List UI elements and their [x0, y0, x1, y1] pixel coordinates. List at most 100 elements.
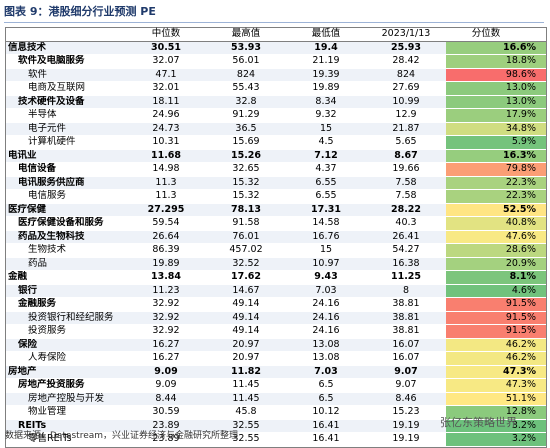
- table-row: 信息技术 30.51 53.93 19.4 25.93 16.6%: [6, 41, 546, 55]
- cell: 78.13: [230, 203, 262, 215]
- table-row: 房地产控股与开发 8.44 11.45 6.5 8.46 51.1%: [6, 392, 546, 406]
- cell: 16.41: [312, 433, 340, 444]
- cell: 7.03: [314, 365, 338, 377]
- cell: 11.25: [390, 271, 422, 282]
- table-row: 软件 47.1 824 19.39 824 98.6%: [6, 68, 546, 82]
- percentile-cell: 3.2%: [446, 433, 546, 446]
- cell: 6.5: [318, 392, 334, 404]
- percentile-cell: 12.8%: [446, 406, 546, 419]
- cell: 17.31: [310, 203, 342, 215]
- cell: 16.07: [392, 352, 420, 363]
- cell: 13.08: [312, 352, 340, 363]
- table-row: 计算机硬件 10.31 15.69 4.5 5.65 5.9%: [6, 136, 546, 150]
- cell: 16.27: [152, 352, 180, 363]
- percentile-cell: 3.2%: [446, 419, 546, 432]
- table-row: 金融 13.84 17.62 9.43 11.25 8.1%: [6, 271, 546, 285]
- cell: 32.92: [152, 298, 180, 309]
- cell: 14.98: [152, 163, 180, 174]
- row-label: 房地产投资服务: [18, 379, 85, 390]
- cell: 56.01: [232, 55, 260, 66]
- cell: 11.68: [150, 149, 182, 161]
- percentile-cell: 20.9%: [446, 257, 546, 270]
- table-row: 生物技术 86.39 457.02 15 54.27 28.6%: [6, 244, 546, 258]
- cell: 25.93: [390, 41, 422, 53]
- cell: 19.39: [312, 68, 340, 80]
- table-row: 电讯业 11.68 15.26 7.12 8.67 16.3%: [6, 149, 546, 163]
- cell: 32.92: [152, 311, 180, 323]
- cell: 11.45: [232, 392, 260, 404]
- cell: 19.89: [152, 257, 180, 269]
- percentile-cell: 22.3%: [446, 176, 546, 189]
- header-cell: 最低值: [311, 28, 341, 39]
- cell: 6.55: [315, 190, 337, 201]
- cell: 32.65: [232, 163, 260, 174]
- cell: 8.34: [315, 95, 337, 107]
- row-label: 房地产: [8, 365, 37, 377]
- cell: 9.32: [315, 109, 337, 120]
- row-label: 软件: [28, 68, 48, 80]
- cell: 15.69: [232, 136, 260, 147]
- percentile-cell: 28.6%: [446, 244, 546, 257]
- cell: 824: [236, 68, 256, 80]
- cell: 16.27: [152, 338, 180, 350]
- row-label: 信息技术: [8, 41, 47, 53]
- cell: 8.44: [155, 392, 177, 404]
- cell: 32.55: [232, 419, 260, 431]
- percentile-cell: 4.6%: [446, 284, 546, 297]
- cell: 457.02: [229, 244, 263, 255]
- row-label: 金融服务: [18, 298, 57, 309]
- cell: 27.69: [392, 82, 420, 93]
- row-label: 保险: [18, 338, 38, 350]
- header-row: 中位数 最高值 最低值 2023/1/13 分位数: [6, 28, 546, 42]
- row-label: 投资服务: [28, 325, 67, 336]
- cell: 7.03: [315, 284, 337, 296]
- cell: 86.39: [152, 244, 180, 255]
- table-row: 电讯服务供应商 11.3 15.32 6.55 7.58 22.3%: [6, 176, 546, 190]
- cell: 21.19: [312, 55, 340, 66]
- cell: 11.45: [232, 379, 260, 390]
- cell: 19.19: [392, 433, 420, 444]
- cell: 23.89: [152, 433, 180, 444]
- table-row: 软件及电脑服务 32.07 56.01 21.19 28.42 18.8%: [6, 55, 546, 69]
- table-row: 电信设备 14.98 32.65 4.37 19.66 79.8%: [6, 163, 546, 177]
- cell: 9.09: [154, 365, 178, 377]
- row-label: 房地产控股与开发: [28, 392, 105, 404]
- watermark: 张亿东策略世界: [440, 416, 517, 429]
- cell: 32.92: [152, 325, 180, 336]
- percentile-cell: 79.8%: [446, 163, 546, 176]
- percentile-cell: 47.3%: [446, 365, 546, 378]
- cell: 55.43: [232, 82, 260, 93]
- table-row: 药品 19.89 32.52 10.97 16.38 20.9%: [6, 257, 546, 271]
- cell: 24.96: [152, 109, 180, 120]
- table-row: 人寿保险 16.27 20.97 13.08 16.07 46.2%: [6, 352, 546, 366]
- percentile-cell: 98.6%: [446, 68, 546, 81]
- row-label: 电讯服务供应商: [18, 176, 85, 188]
- cell: 76.01: [232, 230, 260, 242]
- cell: 10.97: [312, 257, 340, 269]
- header-cell: 最高值: [231, 28, 261, 39]
- table-row: 医疗保健 27.295 78.13 17.31 28.22 52.5%: [6, 203, 546, 217]
- cell: 19.66: [392, 163, 420, 174]
- cell: 7.58: [395, 190, 417, 201]
- percentile-cell: 91.5%: [446, 325, 546, 338]
- percentile-cell: 51.1%: [446, 392, 546, 405]
- table-row: 药品及生物科技 26.64 76.01 16.76 26.41 47.6%: [6, 230, 546, 244]
- header-cell: 分位数: [471, 28, 501, 39]
- table-row: 医疗保健设备和服务 59.54 91.58 14.58 40.3 40.8%: [6, 217, 546, 231]
- row-label: 银行: [18, 284, 38, 296]
- row-label: 药品及生物科技: [18, 230, 85, 242]
- table-row: 电子元件 24.73 36.5 15 21.87 34.8%: [6, 122, 546, 136]
- cell: 6.55: [315, 176, 337, 188]
- cell: 28.22: [390, 203, 422, 215]
- cell: 32.52: [232, 257, 260, 269]
- cell: 10.12: [312, 406, 340, 417]
- cell: 6.5: [318, 379, 334, 390]
- cell: 49.14: [232, 311, 260, 323]
- percentile-cell: 5.9%: [446, 136, 546, 149]
- cell: 15.23: [392, 406, 420, 417]
- cell: 11.23: [152, 284, 180, 296]
- table-row: 投资服务 32.92 49.14 24.16 38.81 91.5%: [6, 325, 546, 339]
- percentile-cell: 46.2%: [446, 352, 546, 365]
- row-label: 医疗保健: [8, 203, 47, 215]
- cell: 24.73: [152, 122, 180, 134]
